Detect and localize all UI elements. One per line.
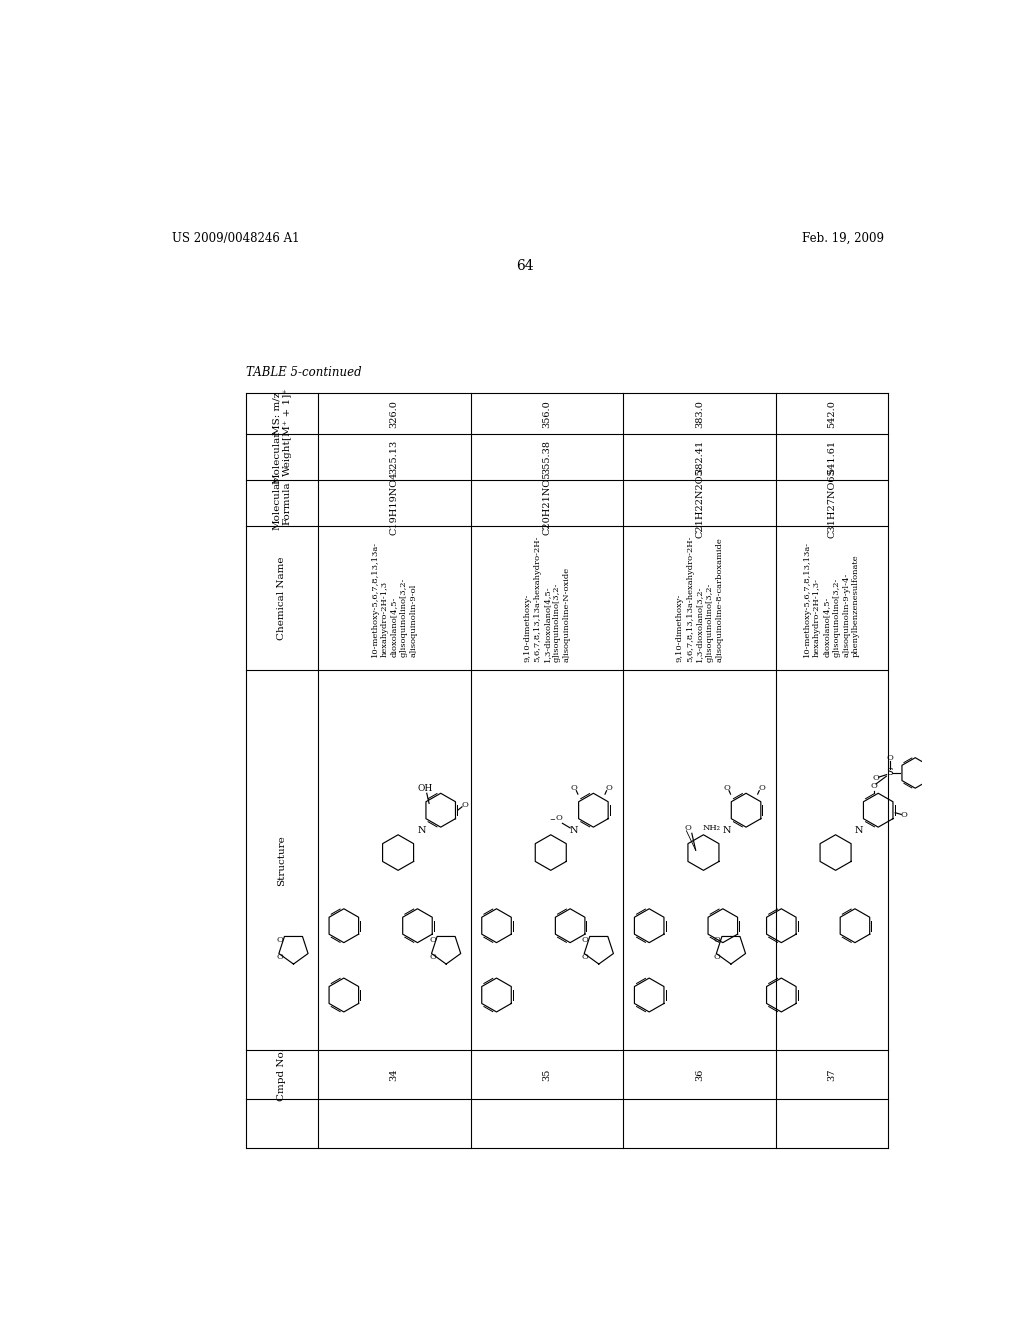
Text: Structure: Structure [278,834,287,886]
Text: US 2009/0048246 A1: US 2009/0048246 A1 [172,231,300,244]
Text: O: O [900,812,907,820]
Text: O: O [461,801,468,809]
Text: O: O [714,953,721,961]
Text: 326.0: 326.0 [390,400,398,428]
Text: O: O [886,754,893,762]
Text: O: O [429,953,436,961]
Text: 35: 35 [543,1068,551,1081]
Text: 10-methoxy-5,6,7,8,13,13a-
hexahydro-2H-1,3-
dioxolano[4,5-
g]isoquinolino[3,2-
: 10-methoxy-5,6,7,8,13,13a- hexahydro-2H-… [803,540,860,656]
Text: C31H27NO6S: C31H27NO6S [827,469,837,539]
Text: C19H19NO4: C19H19NO4 [390,471,398,535]
Text: O: O [870,783,878,791]
Text: S: S [887,768,893,777]
Text: C20H21NO5: C20H21NO5 [543,471,551,535]
Text: OH: OH [418,784,433,793]
Text: 382.41: 382.41 [695,440,705,474]
Text: 64: 64 [516,259,534,272]
Text: TABLE 5-continued: TABLE 5-continued [246,367,361,379]
Text: 355.38: 355.38 [543,440,551,474]
Text: O: O [872,774,880,781]
Text: O: O [684,824,691,832]
Text: O: O [570,784,578,792]
Text: 9,10-dimethoxy-
5,6,7,8,13,13a-hexahydro-2H-
1,3-dioxolano[4,5-
g]isoquinolino[3: 9,10-dimethoxy- 5,6,7,8,13,13a-hexahydro… [523,535,570,661]
Text: 383.0: 383.0 [695,400,705,428]
Text: Cmpd No.: Cmpd No. [278,1048,287,1101]
Text: O: O [276,936,284,944]
Text: NH₂: NH₂ [702,824,720,832]
Text: C21H22N2O5: C21H22N2O5 [695,469,705,539]
Text: O: O [723,784,730,792]
Text: N: N [417,826,426,836]
Text: MS: m/z
[M⁺ + 1]⁺: MS: m/z [M⁺ + 1]⁺ [272,388,292,440]
Text: N: N [855,826,863,836]
Text: 542.0: 542.0 [827,400,837,428]
Text: 37: 37 [827,1068,837,1081]
Text: Molecular
Weight: Molecular Weight [272,430,292,484]
Text: Feb. 19, 2009: Feb. 19, 2009 [802,231,885,244]
Text: 541.61: 541.61 [827,440,837,474]
Text: 356.0: 356.0 [543,400,551,428]
Text: 34: 34 [390,1068,398,1081]
Text: O: O [582,953,589,961]
Text: O: O [758,784,765,792]
Text: O: O [555,814,562,822]
Text: N: N [569,826,579,836]
Text: Molecular
Formula: Molecular Formula [272,477,292,531]
Text: O: O [276,953,284,961]
Text: N: N [723,826,731,836]
Text: 325.13: 325.13 [390,440,398,474]
Text: 9,10-dimethoxy-
5,6,7,8,13,13a-hexahydro-2H-
1,3-dioxolano[3,2-
g]isoquinolino[3: 9,10-dimethoxy- 5,6,7,8,13,13a-hexahydro… [676,535,723,661]
Text: Chemical Name: Chemical Name [278,557,287,640]
Text: −: − [550,817,555,824]
Text: O: O [714,936,721,944]
Text: 10-methoxy-5,6,7,8,13,13a-
hexahydro-2H-1,3
dioxolano[4,5-
g]isoquinolino[3,2-
a: 10-methoxy-5,6,7,8,13,13a- hexahydro-2H-… [371,540,418,656]
Text: O: O [582,936,589,944]
Text: 36: 36 [695,1068,705,1081]
Text: O: O [429,936,436,944]
Text: O: O [605,784,612,792]
